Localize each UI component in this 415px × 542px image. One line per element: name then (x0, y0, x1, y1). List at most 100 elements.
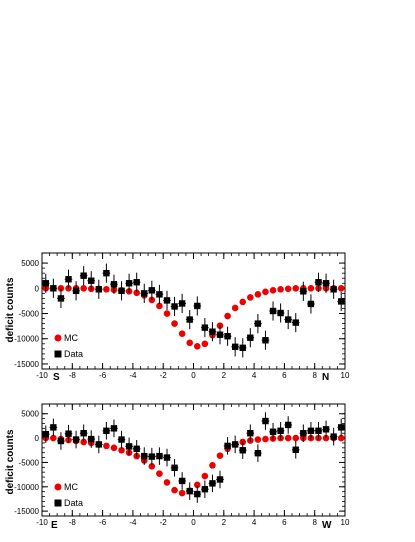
data-point (88, 277, 95, 284)
data-point (72, 287, 80, 295)
x-tick-label: -10 (36, 371, 48, 380)
legend-data-label: Data (64, 349, 83, 359)
data-point (300, 288, 307, 295)
data-point (156, 291, 163, 298)
axis-ticks: -15000 -10000 -5000 0 5000 -10 -8 -6 -4 -2 0 2 4 6 8 10 (14, 404, 350, 527)
mc-point (156, 302, 163, 310)
direction-label-left: E (51, 520, 58, 531)
x-tick-label: -4 (129, 518, 137, 527)
data-point (133, 445, 140, 452)
x-tick-label: -6 (99, 518, 107, 527)
x-tick-label: -10 (36, 518, 48, 527)
y-tick-label: -15000 (14, 507, 39, 516)
data-point (224, 442, 231, 450)
data-point (315, 279, 322, 286)
data-point (141, 452, 148, 460)
data-point (322, 280, 330, 287)
legend-data-marker (54, 499, 62, 507)
data-point (163, 297, 171, 304)
data-point (186, 487, 193, 495)
x-tick-label: 0 (191, 518, 196, 527)
x-tick-label: 4 (252, 518, 257, 527)
data-point (330, 433, 337, 440)
mc-point (50, 434, 57, 442)
data-point (262, 417, 269, 425)
x-tick-label: 8 (312, 371, 317, 380)
data-point (315, 427, 322, 434)
mc-point (277, 286, 284, 293)
y-axis-label: deficit counts (5, 277, 16, 342)
data-point (80, 272, 87, 279)
mc-point (178, 489, 186, 497)
bottom-panel-ew: deficit counts -15000 -10000 -5000 0 5000 -10… (5, 403, 350, 531)
mc-point (292, 285, 300, 292)
mc-point (80, 285, 87, 292)
data-point (163, 454, 171, 461)
axis-ticks: -15000 -10000 -5000 0 5000 -10 -8 -6 -4 -2 0 2 4 6 8 10 (14, 253, 350, 380)
data-point (247, 430, 254, 437)
data-point (277, 309, 284, 317)
data-point (330, 286, 337, 293)
data-point (148, 287, 156, 294)
data-point (110, 425, 118, 432)
data-point (148, 453, 156, 460)
y-tick-label: 0 (35, 284, 40, 293)
mc-point (193, 481, 201, 489)
data-point (209, 480, 216, 487)
data-point (103, 427, 110, 434)
data-point (186, 316, 193, 323)
mc-point (322, 434, 330, 442)
mc-point (284, 434, 292, 442)
mc-point (254, 291, 262, 298)
x-tick-label: 2 (222, 371, 227, 380)
legend-mc-marker (54, 483, 62, 491)
data-point (171, 464, 178, 471)
legend: MC Data (54, 333, 83, 359)
x-tick-label: 6 (282, 371, 287, 380)
x-tick-label: 6 (282, 518, 287, 527)
mc-point (247, 294, 254, 301)
mc-point (284, 285, 292, 293)
y-tick-label: -5000 (19, 310, 40, 319)
legend-mc-label: MC (64, 333, 78, 343)
mc-point (307, 285, 315, 292)
data-point (247, 334, 254, 341)
legend-data-marker (54, 350, 62, 358)
data-point (216, 331, 224, 338)
data-point (254, 449, 262, 457)
x-tick-label: -8 (69, 518, 77, 527)
mc-point (171, 486, 178, 494)
data-point (178, 477, 186, 485)
mc-point (148, 463, 156, 470)
data-point (224, 333, 231, 340)
mc-point (337, 285, 345, 292)
data-point (284, 421, 292, 429)
x-tick-label: 10 (341, 371, 350, 380)
data-point (338, 424, 345, 431)
data-point (57, 295, 65, 302)
data-point (262, 337, 269, 344)
y-tick-label: -5000 (19, 458, 40, 467)
data-point (277, 427, 284, 434)
mc-point (231, 304, 239, 312)
data-point (110, 281, 118, 288)
data-point (216, 476, 224, 483)
direction-label-right: N (322, 372, 329, 383)
mc-point (239, 298, 247, 306)
top-panel-ns: deficit counts -15000 -10000 -5000 0 5000 -10… (5, 252, 350, 383)
y-tick-label: -15000 (14, 360, 39, 369)
mc-point (209, 462, 216, 469)
data-point (231, 343, 239, 351)
mc-point (262, 288, 269, 296)
mc-point (133, 289, 140, 297)
data-point (72, 436, 80, 443)
x-tick-label: -2 (160, 518, 168, 527)
x-tick-label: 4 (252, 371, 257, 380)
mc-point (110, 444, 118, 452)
mc-point (171, 320, 178, 327)
data-point (322, 426, 330, 433)
data-point (171, 303, 178, 310)
mc-point (254, 436, 262, 443)
mc-point (292, 434, 300, 442)
data-point (125, 443, 133, 450)
